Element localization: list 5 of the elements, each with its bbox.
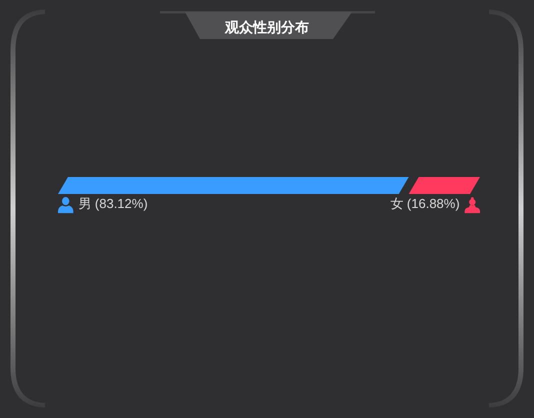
series-label: 女	[390, 196, 404, 211]
data-label: (83.12%)	[91, 196, 148, 211]
data-label: (16.88%)	[403, 196, 460, 211]
chart-title: 观众性别分布	[224, 19, 309, 35]
legend-label: 男	[78, 196, 92, 211]
